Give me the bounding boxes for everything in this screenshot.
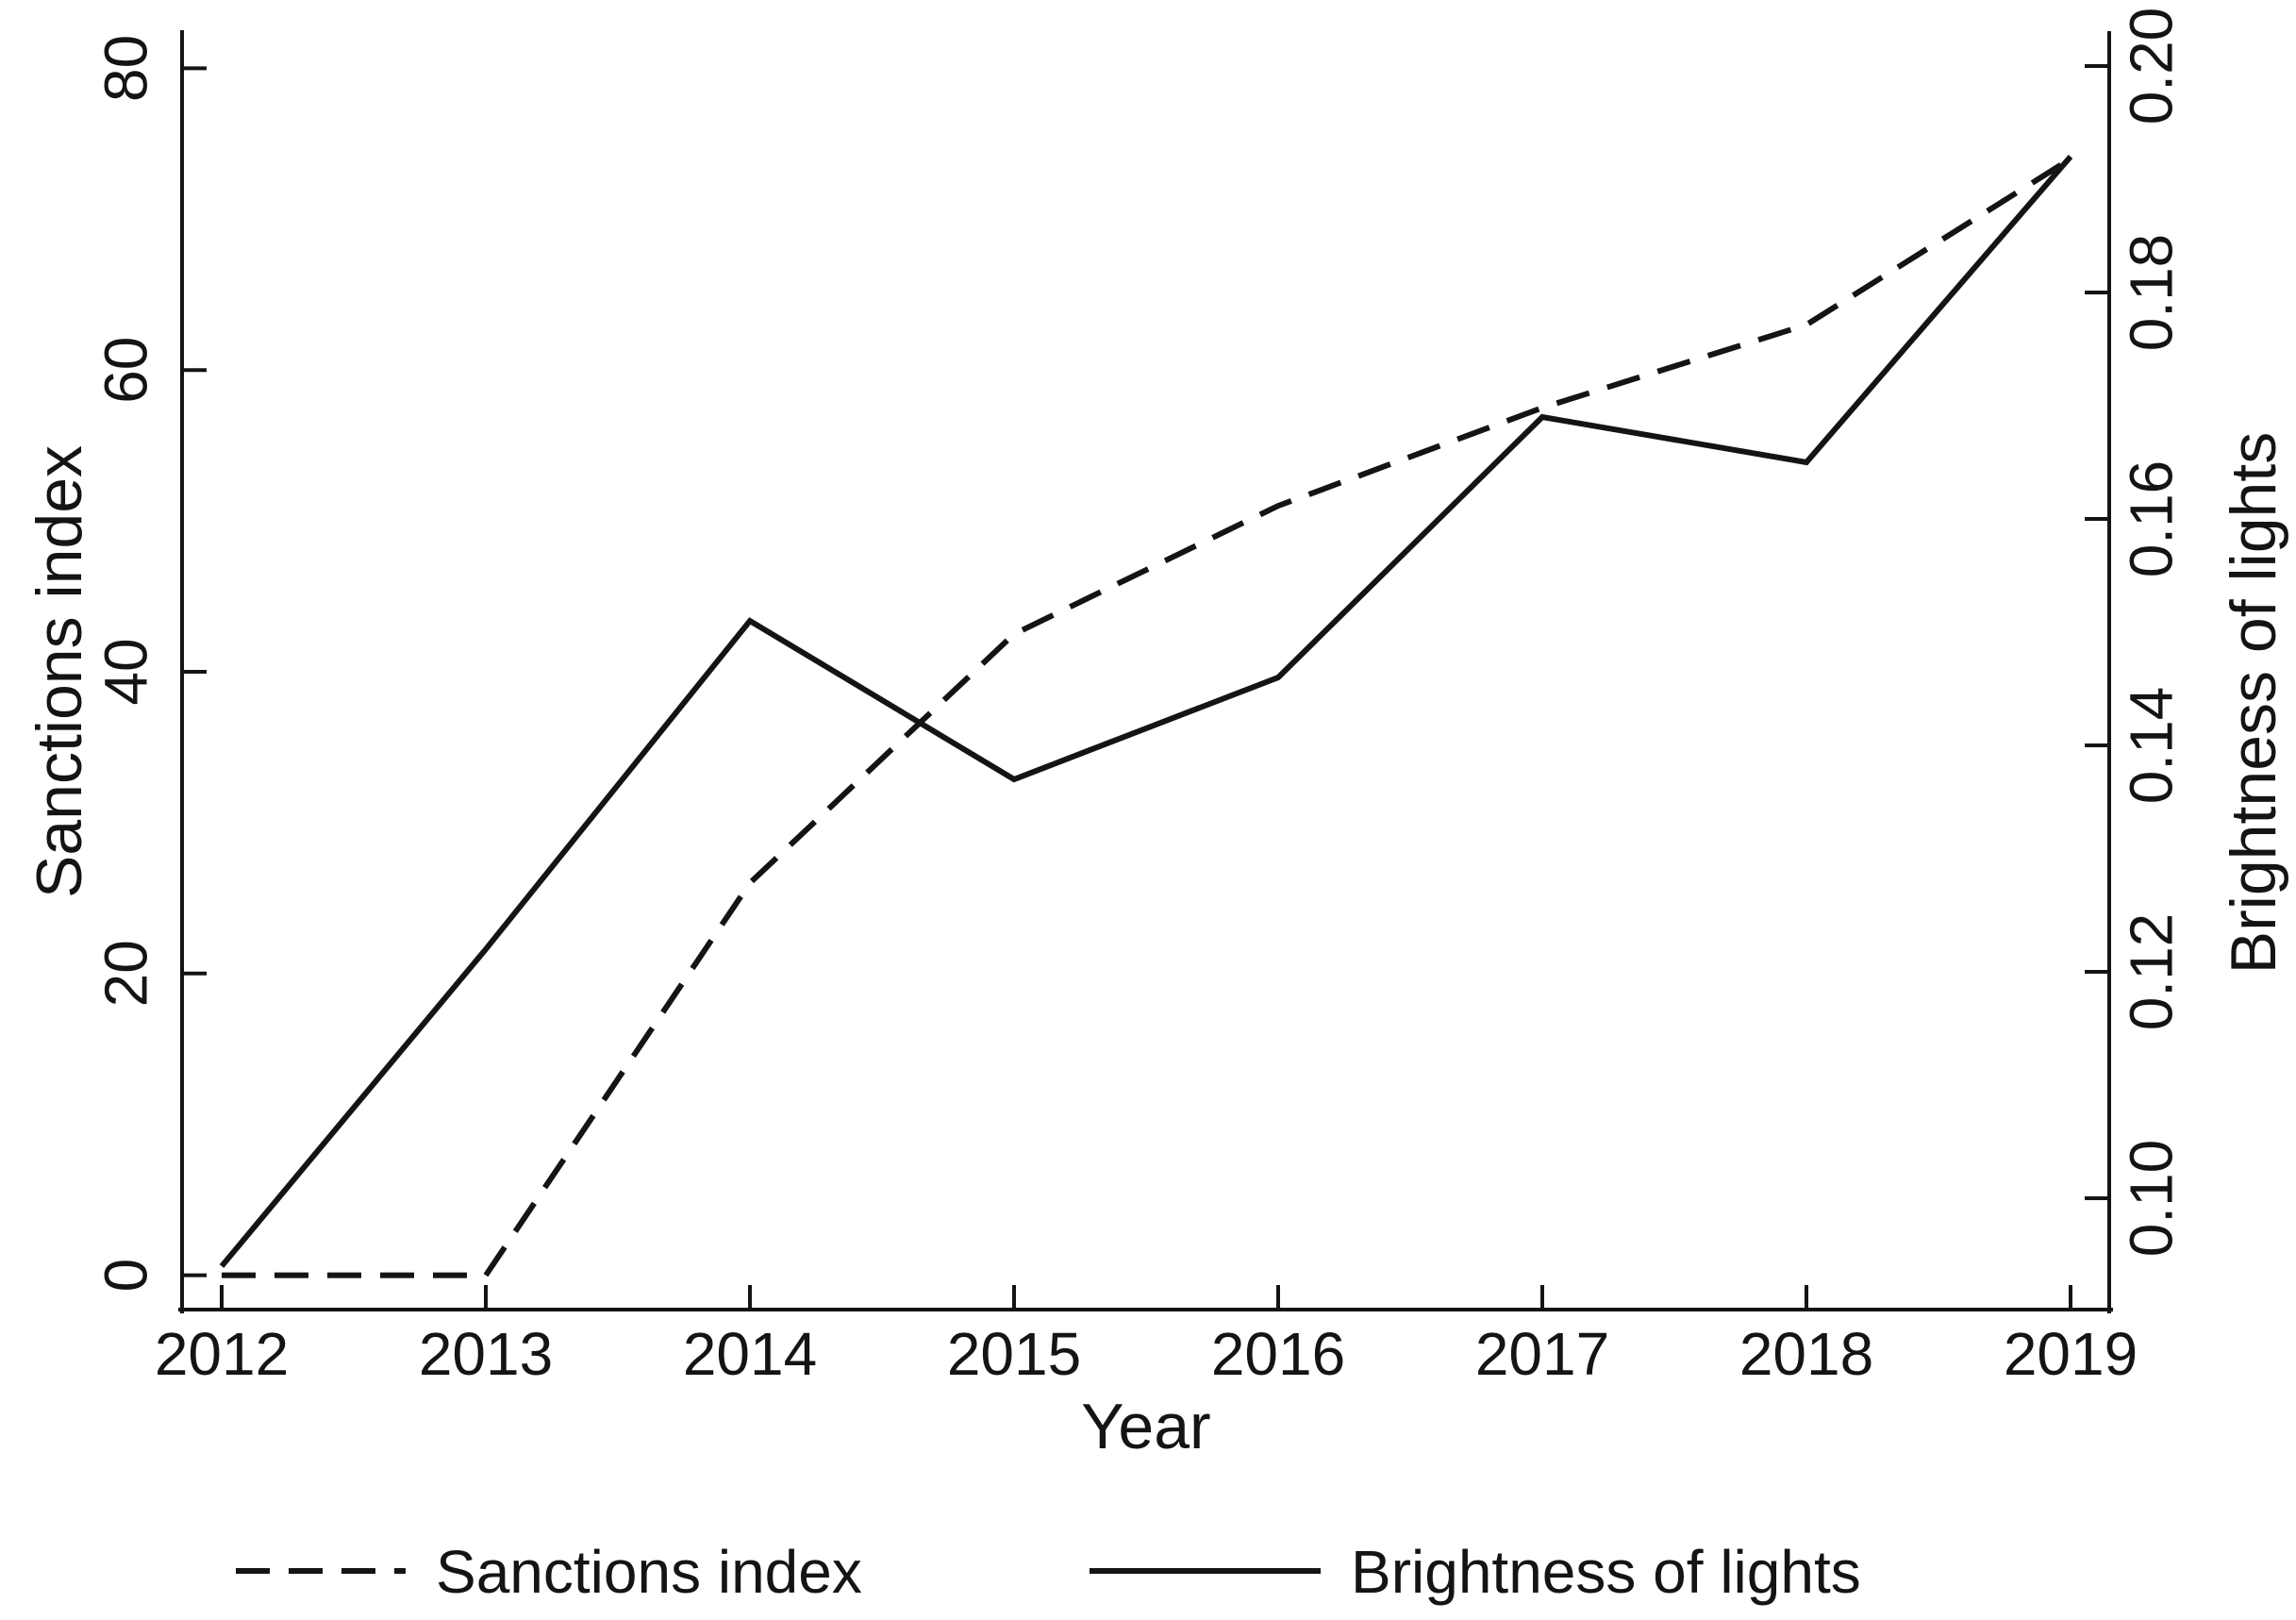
brightness-of-lights-line (219, 155, 2073, 1268)
x-tick-label-2019: 2019 (2004, 1320, 2138, 1388)
sanctions-index-line (222, 156, 2072, 1278)
left-tick-label-0: 0 (92, 1259, 159, 1293)
right-tick-label-0.16: 0.16 (2117, 460, 2185, 578)
x-tick-label-2012: 2012 (155, 1320, 289, 1388)
x-axis-title: Year (1081, 1391, 1210, 1462)
left-tick-label-60: 60 (92, 337, 159, 404)
series-lines (219, 155, 2073, 1278)
right-tick-label-0.20: 0.20 (2117, 8, 2185, 125)
plot-frame (178, 30, 2113, 1313)
left-axis-ticks: 0 20 40 60 80 (92, 35, 207, 1293)
x-tick-label-2016: 2016 (1211, 1320, 1345, 1388)
left-axis-title: Sanctions index (24, 445, 95, 898)
x-tick-label-2013: 2013 (419, 1320, 553, 1388)
right-axis-ticks: 0.10 0.12 0.14 0.16 0.18 0.20 (2085, 8, 2185, 1258)
right-tick-label-0.18: 0.18 (2117, 234, 2185, 352)
left-tick-label-20: 20 (92, 940, 159, 1007)
right-tick-label-0.14: 0.14 (2117, 687, 2185, 805)
x-tick-label-2014: 2014 (683, 1320, 817, 1388)
legend-label-sanctions-index: Sanctions index (436, 1538, 862, 1606)
x-axis-ticks: 2012 2013 2014 2015 2016 2017 2018 2019 (155, 1285, 2138, 1388)
x-tick-label-2018: 2018 (1739, 1320, 1873, 1388)
right-tick-label-0.12: 0.12 (2117, 913, 2185, 1031)
x-tick-label-2015: 2015 (947, 1320, 1081, 1388)
right-axis-title: Brightness of lights (2218, 432, 2289, 975)
right-tick-label-0.10: 0.10 (2117, 1140, 2185, 1258)
left-tick-label-80: 80 (92, 35, 159, 102)
legend-label-brightness-of-lights: Brightness of lights (1351, 1538, 1861, 1606)
x-tick-label-2017: 2017 (1475, 1320, 1609, 1388)
legend: Sanctions index Brightness of lights (236, 1538, 1861, 1606)
left-tick-label-40: 40 (92, 638, 159, 705)
